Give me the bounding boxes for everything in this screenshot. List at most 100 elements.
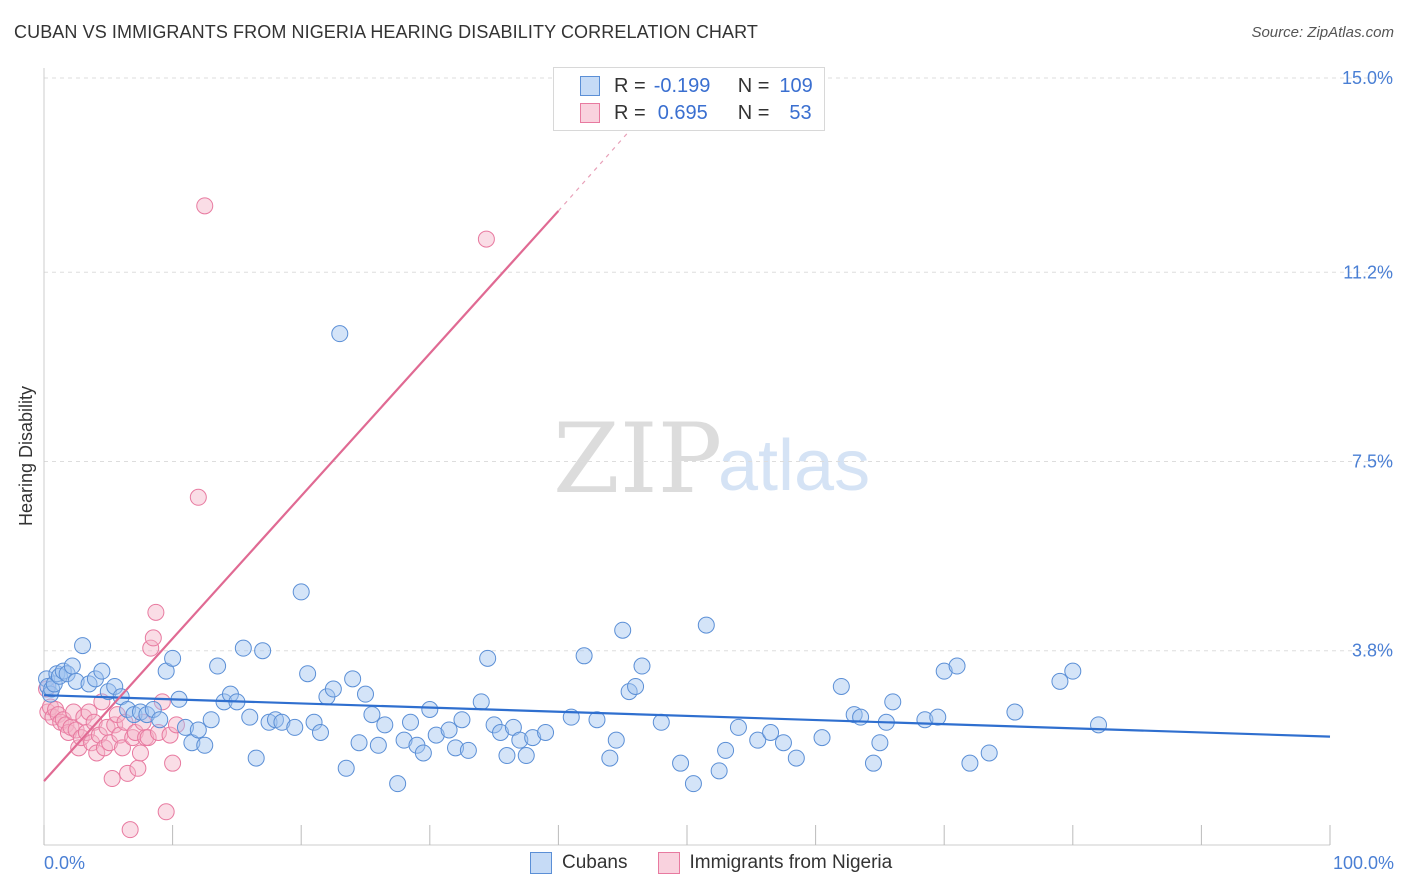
- point-cubans: [614, 621, 632, 639]
- trend-line-cubans: [43, 694, 1331, 738]
- point-cubans: [93, 662, 111, 680]
- point-cubans: [273, 713, 291, 731]
- point-cubans: [189, 721, 207, 739]
- point-cubans: [633, 657, 651, 675]
- point-nigeria: [189, 488, 207, 506]
- point-cubans: [196, 736, 214, 754]
- point-cubans: [331, 325, 349, 343]
- legend-item-cubans[interactable]: Cubans: [530, 852, 628, 874]
- point-cubans: [813, 729, 831, 747]
- point-cubans: [710, 762, 728, 780]
- legend-item-nigeria[interactable]: Immigrants from Nigeria: [657, 852, 893, 874]
- point-cubans: [961, 754, 979, 772]
- point-cubans: [305, 713, 323, 731]
- y-tick-label: 15.0%: [1342, 68, 1393, 88]
- y-axis-tick-labels: 3.8% 7.5% 11.2% 15.0%: [1342, 68, 1393, 661]
- point-cubans: [607, 731, 625, 749]
- point-nigeria: [65, 703, 83, 721]
- point-cubans: [421, 700, 439, 718]
- r-label: R =: [614, 74, 646, 97]
- point-cubans: [537, 724, 555, 742]
- point-cubans: [447, 739, 465, 757]
- point-cubans: [762, 724, 780, 742]
- point-cubans: [787, 749, 805, 767]
- point-cubans: [774, 734, 792, 752]
- y-axis-label: Hearing Disability: [16, 386, 36, 526]
- point-nigeria: [142, 639, 160, 657]
- point-nigeria: [121, 821, 139, 839]
- point-cubans: [588, 711, 606, 729]
- n-value-nigeria: 53: [789, 101, 812, 124]
- point-cubans: [376, 716, 394, 734]
- point-cubans: [524, 729, 542, 747]
- point-nigeria: [80, 703, 98, 721]
- y-tick-label: 7.5%: [1352, 452, 1393, 472]
- point-cubans: [601, 749, 619, 767]
- point-cubans: [254, 642, 272, 660]
- point-nigeria: [95, 739, 113, 757]
- point-cubans: [472, 693, 490, 711]
- point-cubans: [402, 713, 420, 731]
- point-cubans: [729, 718, 747, 736]
- legend-swatch-cubans: [530, 852, 552, 874]
- point-cubans: [324, 680, 342, 698]
- point-nigeria: [157, 803, 175, 821]
- point-cubans: [453, 711, 471, 729]
- y-tick-label: 3.8%: [1352, 641, 1393, 661]
- y-tick-label: 11.2%: [1343, 262, 1393, 282]
- legend-swatch-nigeria: [580, 103, 600, 123]
- point-nigeria: [103, 770, 121, 788]
- n-label: N =: [737, 74, 770, 97]
- point-cubans: [511, 731, 529, 749]
- point-nigeria: [196, 197, 214, 215]
- point-nigeria: [85, 713, 103, 731]
- point-nigeria: [124, 729, 142, 747]
- point-cubans: [144, 700, 162, 718]
- point-cubans: [63, 657, 81, 675]
- point-cubans: [337, 759, 355, 777]
- series-nigeria-points: [38, 197, 495, 839]
- point-cubans: [479, 649, 497, 667]
- point-nigeria: [139, 729, 157, 747]
- watermark-atlas: atlas: [718, 426, 870, 506]
- point-cubans: [43, 680, 61, 698]
- point-cubans: [234, 639, 252, 657]
- r-value-cubans: -0.199: [653, 74, 711, 97]
- point-nigeria: [477, 230, 495, 248]
- point-nigeria: [164, 754, 182, 772]
- series-cubans-points: [38, 325, 1108, 793]
- point-cubans: [241, 708, 259, 726]
- point-cubans: [357, 685, 374, 703]
- watermark-zip: ZIP: [553, 403, 722, 515]
- point-nigeria: [131, 744, 149, 762]
- point-cubans: [935, 662, 953, 680]
- point-cubans: [202, 711, 220, 729]
- point-cubans: [369, 736, 387, 754]
- point-cubans: [299, 665, 317, 683]
- point-cubans: [389, 775, 407, 793]
- source-credit: Source: ZipAtlas.com: [1251, 24, 1394, 41]
- point-nigeria: [147, 603, 165, 621]
- stats-row-nigeria: R = 0.695 N = 53: [580, 101, 812, 125]
- point-cubans: [852, 708, 870, 726]
- point-cubans: [492, 724, 510, 742]
- point-cubans: [67, 672, 85, 690]
- x-tick-label-min: 0.0%: [44, 853, 85, 873]
- point-nigeria: [106, 716, 124, 734]
- point-cubans: [498, 747, 516, 765]
- trend-lines: [43, 123, 1331, 782]
- legend-swatch-nigeria: [657, 852, 680, 874]
- x-tick-label-max: 100.0%: [1333, 853, 1394, 873]
- point-cubans: [164, 649, 182, 667]
- point-cubans: [672, 754, 690, 772]
- point-cubans: [440, 721, 458, 739]
- point-cubans: [459, 741, 477, 759]
- point-cubans: [151, 711, 169, 729]
- series-legend: Cubans Immigrants from Nigeria: [530, 852, 922, 874]
- point-cubans: [864, 754, 882, 772]
- point-nigeria: [72, 729, 90, 747]
- point-cubans: [575, 647, 593, 665]
- legend-label-nigeria: Immigrants from Nigeria: [689, 852, 893, 873]
- point-cubans: [311, 724, 329, 742]
